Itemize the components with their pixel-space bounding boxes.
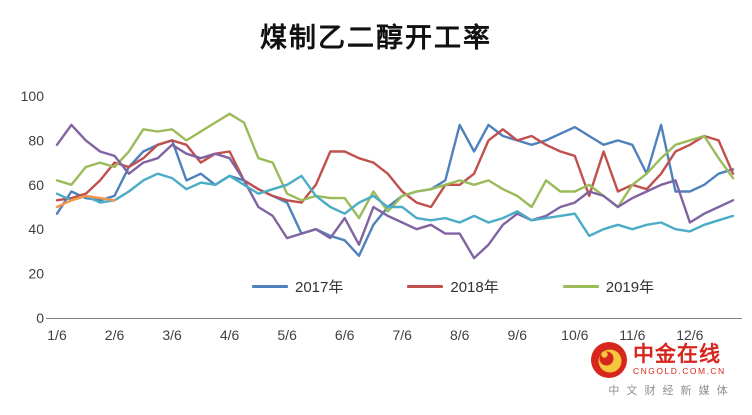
series-line-2019年 <box>55 112 735 220</box>
y-tick-label: 100 <box>21 88 45 104</box>
y-tick-label: 20 <box>28 266 44 282</box>
brand-domain: CNGOLD.COM.CN <box>633 366 726 376</box>
x-tick-label: 12/6 <box>676 327 703 343</box>
legend-label: 2017年 <box>295 279 344 296</box>
x-tick-label: 8/6 <box>450 327 470 343</box>
x-tick-label: 11/6 <box>619 327 645 343</box>
y-tick-label: 80 <box>28 132 44 148</box>
brand-name: 中金在线 <box>633 343 721 366</box>
series-line-series-orange <box>55 194 116 209</box>
series-line-series-teal <box>55 172 735 238</box>
legend-swatch <box>252 285 288 288</box>
x-tick-label: 10/6 <box>561 327 588 343</box>
x-tick-label: 1/6 <box>47 327 67 343</box>
brand-tagline: 中 文 财 经 新 媒 体 <box>608 385 730 397</box>
x-tick-label: 2/6 <box>105 327 125 343</box>
y-tick-label: 60 <box>28 177 44 193</box>
legend-swatch <box>562 285 599 288</box>
x-tick-label: 5/6 <box>277 327 297 343</box>
legend-item-2018年: 2018年 <box>407 276 499 297</box>
legend-label: 2019年 <box>605 279 655 296</box>
legend-label: 2018年 <box>450 279 499 296</box>
legend-swatch <box>407 285 444 288</box>
brand-logo: 中金在线 CNGOLD.COM.CN 中 文 财 经 新 媒 体 <box>590 341 748 398</box>
legend-item-2017年: 2017年 <box>252 276 343 297</box>
y-tick-label: 40 <box>28 221 44 237</box>
legend: 2017年 2018年 2019年 <box>252 276 654 297</box>
x-tick-label: 9/6 <box>508 327 528 343</box>
chart-title: 煤制乙二醇开工率 <box>260 23 492 53</box>
series-line-2018年 <box>55 128 735 209</box>
x-tick-label: 4/6 <box>220 327 240 343</box>
brand-logo-icon <box>591 342 627 378</box>
x-tick-label: 6/6 <box>335 327 355 343</box>
legend-item-2019年: 2019年 <box>562 276 655 297</box>
y-tick-label: 0 <box>36 310 44 326</box>
series-line-series-purple <box>55 123 735 260</box>
x-tick-label: 3/6 <box>162 327 182 343</box>
x-tick-label: 7/6 <box>392 327 412 343</box>
